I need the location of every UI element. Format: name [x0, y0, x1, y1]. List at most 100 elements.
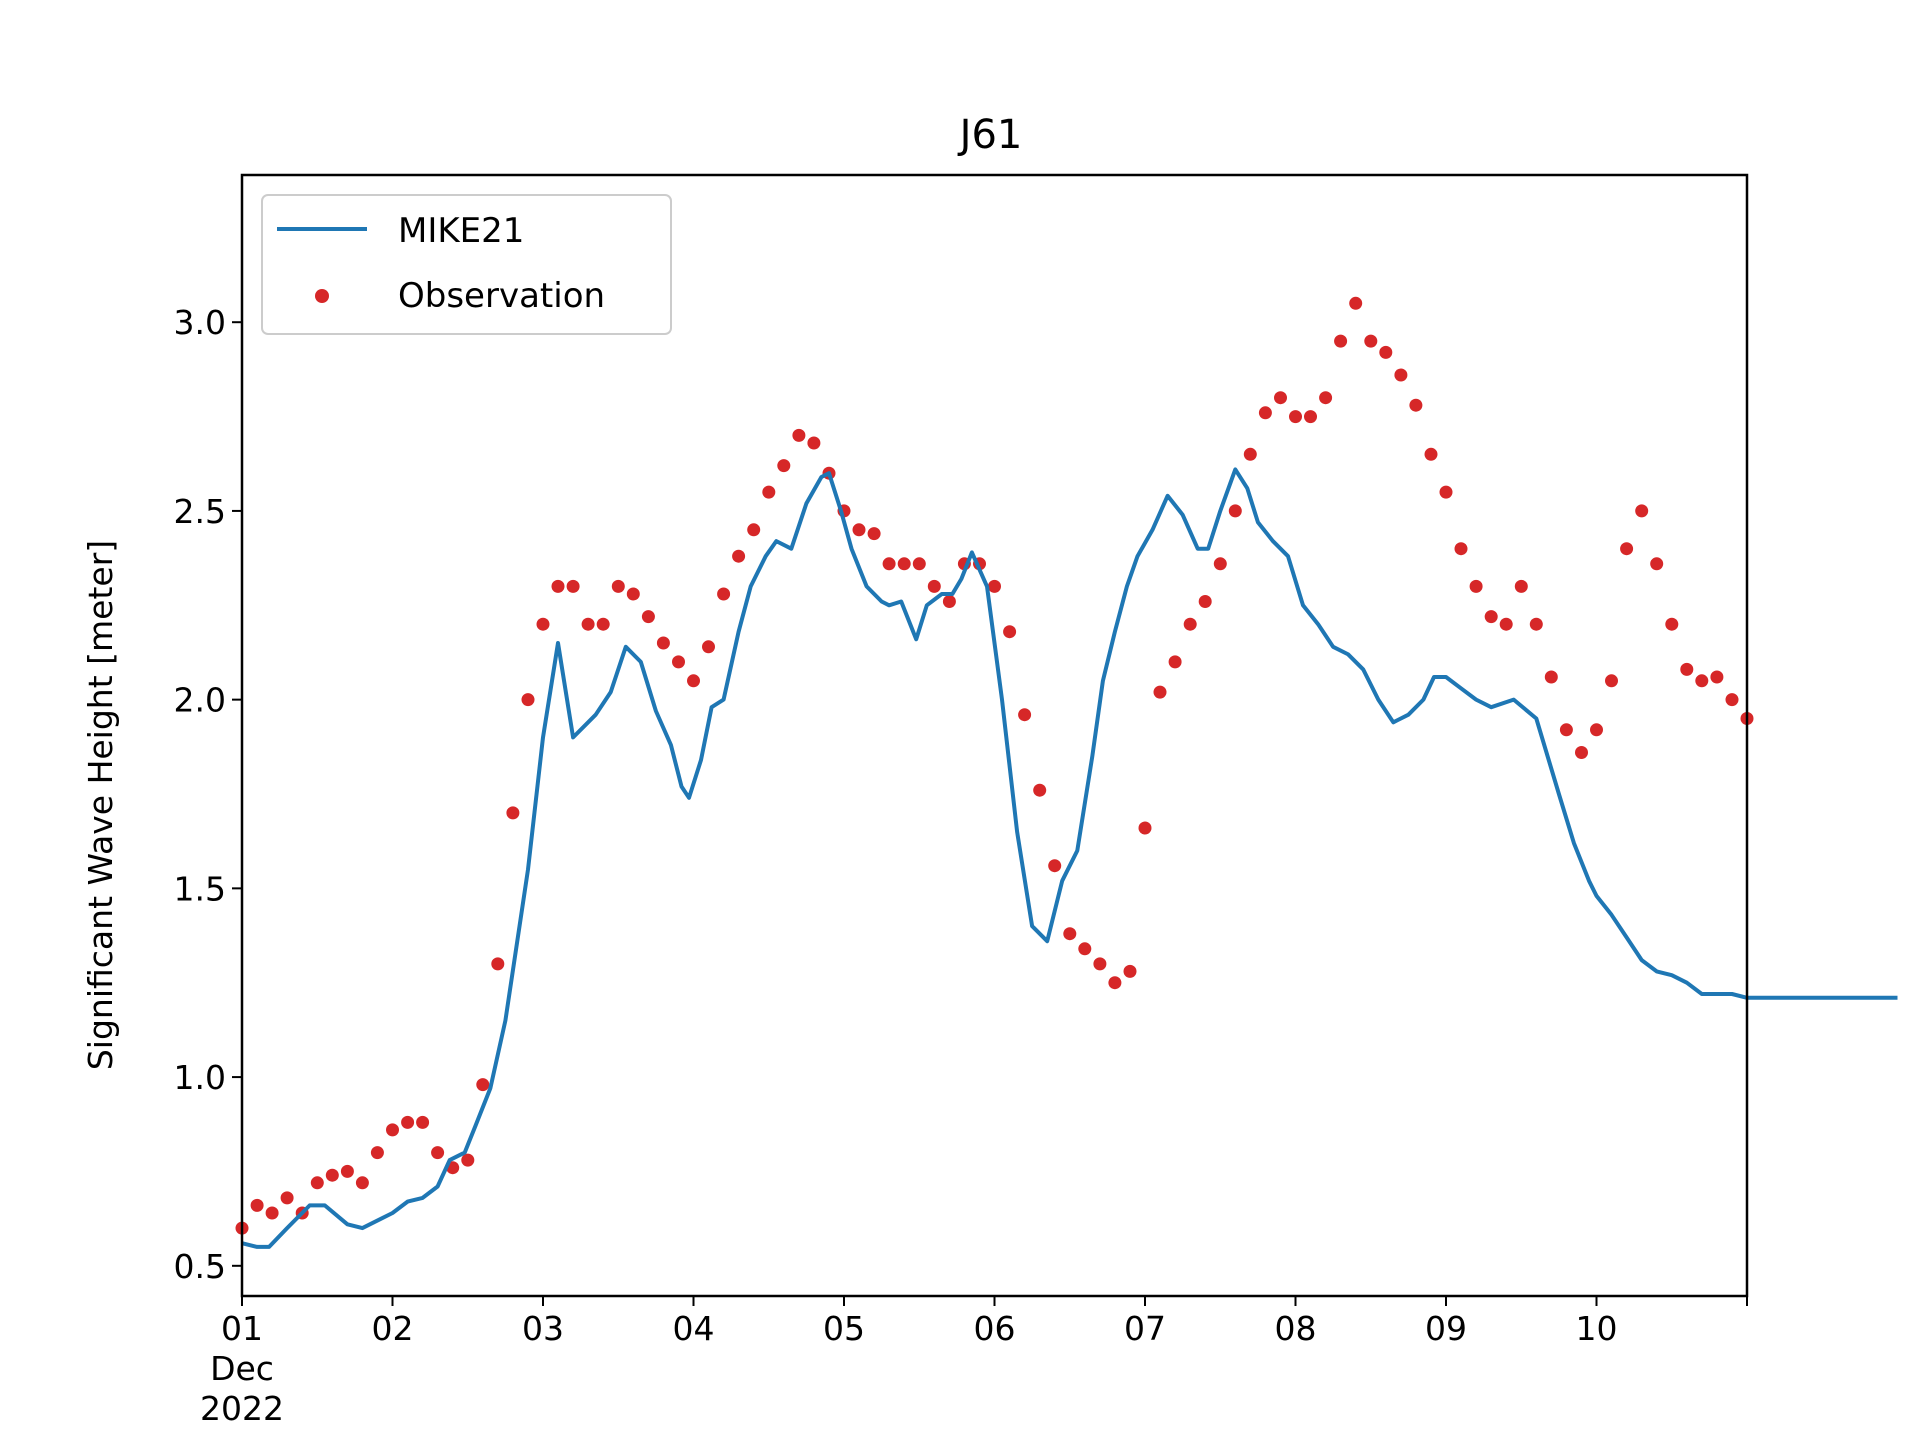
- observation-point: [401, 1115, 415, 1129]
- x-tick-label: 09: [1425, 1309, 1467, 1348]
- observation-point: [1183, 617, 1197, 631]
- observation-point: [491, 957, 505, 971]
- plot-area: [235, 296, 1898, 1249]
- observation-point: [280, 1191, 294, 1205]
- y-tick-label: 2.5: [174, 492, 226, 531]
- observation-point: [476, 1078, 490, 1092]
- y-axis-label: Significant Wave Height [meter]: [81, 540, 120, 1070]
- observation-point: [1123, 964, 1137, 978]
- observation-point: [717, 587, 731, 601]
- observation-point: [1138, 821, 1152, 835]
- x-tick-label: 01: [221, 1309, 263, 1348]
- observation-point: [325, 1168, 339, 1182]
- observation-point: [611, 579, 625, 593]
- legend-label-mike21: MIKE21: [398, 211, 524, 251]
- observation-point: [807, 436, 821, 450]
- observation-point: [1349, 296, 1363, 310]
- observation-point: [1078, 942, 1092, 956]
- observation-point: [792, 428, 806, 442]
- observation-point: [1725, 693, 1739, 707]
- observation-point: [702, 640, 715, 654]
- observation-point: [1650, 557, 1664, 571]
- observation-point: [581, 617, 595, 631]
- observation-point: [656, 636, 670, 650]
- observation-point: [732, 549, 746, 563]
- legend-label-observation: Observation: [398, 276, 605, 316]
- observation-point: [1108, 976, 1122, 990]
- x-tick-label: 05: [823, 1309, 865, 1348]
- observation-point: [340, 1164, 354, 1178]
- legend: MIKE21 Observation: [261, 194, 672, 335]
- observation-point: [672, 655, 685, 669]
- observation-point: [988, 579, 1001, 593]
- observation-point: [596, 617, 610, 631]
- observation-point: [551, 579, 565, 593]
- observation-point: [386, 1123, 399, 1137]
- observation-point: [1635, 504, 1649, 518]
- observation-point: [1153, 685, 1167, 699]
- observation-point: [1033, 783, 1047, 797]
- observation-point: [1424, 447, 1438, 461]
- observation-point: [1665, 617, 1679, 631]
- observation-point: [370, 1146, 384, 1160]
- observation-point: [1484, 610, 1498, 624]
- mike21-line: [241, 467, 1898, 1249]
- x-tick-label: 06: [974, 1309, 1016, 1348]
- x-tick-label: 03: [522, 1309, 564, 1348]
- observation-point: [1198, 595, 1212, 608]
- observation-point: [355, 1176, 369, 1190]
- observation-point: [1620, 542, 1634, 556]
- observation-point: [1048, 859, 1062, 873]
- observation-point: [641, 610, 655, 624]
- observation-point: [1003, 625, 1017, 639]
- observation-point: [431, 1146, 445, 1160]
- observation-point: [1680, 662, 1694, 676]
- observation-point: [626, 587, 640, 601]
- observation-point: [1710, 670, 1724, 684]
- observation-point: [1605, 674, 1618, 688]
- observation-point: [942, 595, 956, 608]
- observation-point: [1304, 410, 1317, 424]
- y-tick-label: 1.5: [174, 869, 226, 908]
- observation-point: [1258, 406, 1272, 420]
- x-tick-label: 02: [372, 1309, 414, 1348]
- observation-point: [912, 557, 926, 571]
- observation-point: [1499, 617, 1513, 631]
- observation-point: [536, 617, 550, 631]
- observation-point: [897, 557, 911, 571]
- observation-point: [566, 579, 580, 593]
- observation-point: [1334, 334, 1348, 348]
- observation-point: [1243, 447, 1257, 461]
- observation-point: [1575, 746, 1588, 759]
- observation-point: [521, 693, 535, 707]
- observation-point: [762, 485, 776, 499]
- x-tick-label: 04: [673, 1309, 715, 1348]
- observation-point: [1168, 655, 1182, 669]
- observation-point: [1544, 670, 1558, 684]
- observation-point: [461, 1153, 475, 1167]
- axes-frame: [240, 173, 1749, 1298]
- observation-point: [506, 806, 520, 820]
- observation-point: [882, 557, 896, 571]
- x-tick-sublabel: Dec: [210, 1349, 274, 1388]
- observation-point: [1364, 334, 1378, 348]
- observation-point: [747, 523, 761, 537]
- y-tick-label: 2.0: [174, 681, 226, 720]
- y-tick-label: 3.0: [174, 303, 226, 342]
- legend-dot-swatch: [315, 289, 329, 303]
- x-tick-label: 08: [1275, 1309, 1317, 1348]
- observation-point: [867, 527, 881, 541]
- y-tick-label: 1.0: [174, 1058, 226, 1097]
- observation-point: [687, 674, 700, 688]
- observation-point: [250, 1198, 264, 1212]
- observation-point: [927, 579, 941, 593]
- observation-point: [1213, 557, 1227, 571]
- observation-point: [265, 1206, 279, 1220]
- observation-point: [1228, 504, 1242, 518]
- x-tick-label: 10: [1576, 1309, 1618, 1348]
- observation-point: [1469, 579, 1483, 593]
- observation-point: [416, 1115, 430, 1129]
- observation-point: [1514, 579, 1528, 593]
